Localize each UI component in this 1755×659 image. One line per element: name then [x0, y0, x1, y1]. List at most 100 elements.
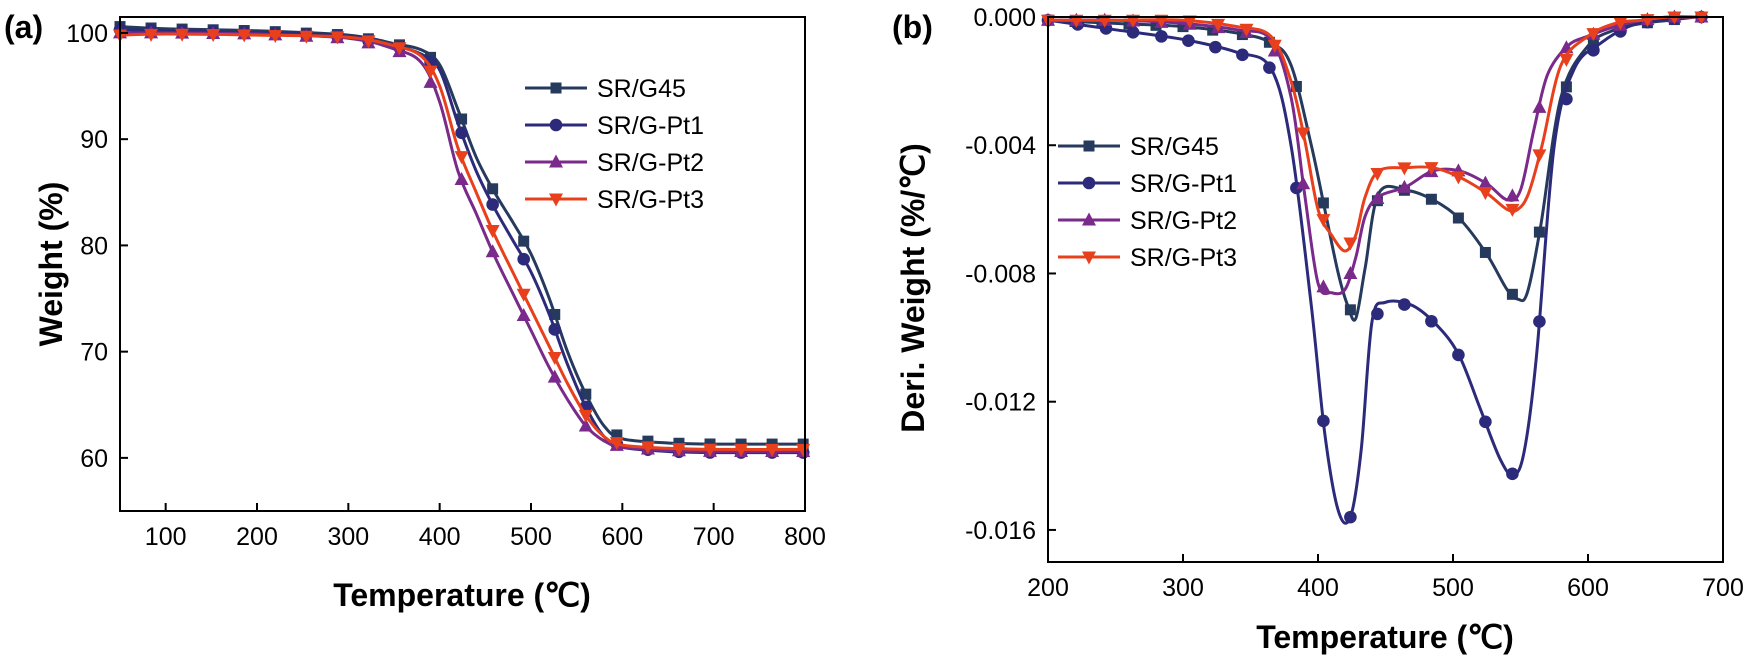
data-point — [1239, 23, 1254, 37]
series-line — [119, 31, 806, 454]
data-point — [1613, 17, 1628, 31]
legend-marker — [549, 118, 563, 132]
x-tick-label: 200 — [1027, 574, 1069, 602]
x-tick-label: 700 — [1702, 574, 1744, 602]
data-point — [516, 288, 531, 302]
legend-label: SR/G-Pt2 — [597, 149, 704, 177]
data-point — [454, 172, 469, 186]
legend-marker — [1082, 176, 1096, 190]
panel-a-axes: 100 200 300 400 500 600 700 800 60 70 80 90 100 — [66, 20, 826, 551]
data-point — [1452, 348, 1465, 362]
data-point — [1533, 226, 1545, 238]
data-point — [299, 30, 314, 44]
x-tick-label: 700 — [693, 523, 735, 551]
legend-marker — [1083, 140, 1095, 152]
series-line — [119, 28, 806, 455]
panel-a-legend: SR/G45 SR/G-Pt1 SR/G-Pt2 SR/G-Pt3 — [525, 75, 704, 214]
data-point — [734, 443, 749, 457]
data-point — [640, 441, 655, 455]
data-point — [1560, 92, 1573, 106]
legend-label: SR/G-Pt1 — [597, 112, 704, 140]
data-point — [1425, 314, 1438, 328]
data-point — [1263, 61, 1276, 74]
data-point — [611, 429, 623, 441]
data-point — [1587, 44, 1600, 57]
data-point — [206, 29, 221, 43]
legend-label: SR/G45 — [1130, 133, 1219, 161]
x-tick-label: 300 — [327, 523, 369, 551]
legend-label: SR/G45 — [597, 75, 686, 103]
data-point — [175, 28, 190, 42]
data-point — [1126, 26, 1140, 39]
data-point — [1478, 187, 1493, 201]
legend-entry: SR/G45 — [1058, 133, 1219, 161]
data-point — [1587, 37, 1599, 49]
data-point — [518, 235, 530, 247]
panel-b-y-axis-title: Deri. Weight (%/℃) — [895, 143, 931, 433]
data-point — [1397, 162, 1412, 176]
x-tick-label: 800 — [784, 523, 826, 551]
data-point — [1533, 315, 1546, 328]
data-point — [1370, 190, 1385, 204]
data-point — [1182, 15, 1197, 29]
data-point — [361, 35, 376, 49]
data-point — [1296, 176, 1311, 190]
data-point — [1451, 171, 1466, 185]
panel-a-y-axis-title: Weight (%) — [33, 182, 69, 347]
data-point — [1177, 21, 1189, 33]
y-tick-label: -0.004 — [965, 132, 1036, 160]
y-tick-label: 80 — [80, 232, 108, 260]
legend-entry: SR/G-Pt1 — [1058, 170, 1237, 198]
y-tick-label: 100 — [66, 20, 108, 48]
legend-entry: SR/G-Pt3 — [525, 186, 704, 214]
data-point — [1478, 175, 1493, 189]
data-point — [486, 198, 499, 211]
data-point — [1397, 179, 1412, 193]
panel-b-dtg-chart: (b) 200 300 400 500 600 700 0.000 -0.004 -0.008 -… — [892, 4, 1744, 655]
data-point — [547, 351, 562, 365]
x-tick-label: 400 — [1297, 574, 1339, 602]
data-point — [456, 113, 468, 125]
panel-a-label: (a) — [4, 9, 43, 45]
data-point — [1452, 212, 1464, 224]
data-point — [1370, 167, 1385, 181]
y-tick-label: -0.016 — [965, 517, 1036, 545]
data-point — [1316, 214, 1331, 228]
panel-b-x-axis-title: Temperature (℃) — [1256, 619, 1514, 655]
data-point — [1344, 304, 1356, 316]
y-tick-label: 60 — [80, 445, 108, 473]
data-point — [485, 225, 500, 239]
data-point — [1290, 80, 1302, 92]
data-point — [1425, 193, 1437, 205]
data-point — [671, 443, 686, 457]
data-point — [144, 28, 159, 42]
data-point — [642, 435, 654, 447]
data-point — [1182, 34, 1195, 48]
data-point — [796, 443, 811, 457]
data-point — [1371, 307, 1384, 321]
data-point — [1506, 288, 1518, 300]
legend-label: SR/G-Pt3 — [597, 186, 704, 214]
data-point — [1344, 510, 1357, 524]
data-point — [1267, 39, 1282, 53]
data-point — [487, 183, 499, 195]
data-point — [1506, 467, 1519, 481]
data-point — [1532, 99, 1547, 113]
legend-entry: SR/G-Pt2 — [525, 149, 704, 177]
x-tick-label: 400 — [419, 523, 461, 551]
panel-b-plot-area — [1041, 9, 1709, 525]
legend-marker — [549, 193, 563, 207]
legend-marker — [549, 154, 563, 168]
legend-label: SR/G-Pt3 — [1130, 244, 1237, 272]
data-point — [1209, 40, 1222, 54]
panel-a-frame — [119, 16, 806, 512]
data-point — [237, 29, 252, 43]
series-line — [119, 32, 806, 451]
series-sr-g45 — [114, 21, 809, 450]
data-point — [454, 151, 469, 165]
panel-b-label: (b) — [892, 9, 933, 45]
y-tick-label: 70 — [80, 339, 108, 367]
data-point — [330, 31, 345, 45]
series-sr-g-pt2 — [113, 25, 811, 458]
data-point — [765, 443, 780, 457]
